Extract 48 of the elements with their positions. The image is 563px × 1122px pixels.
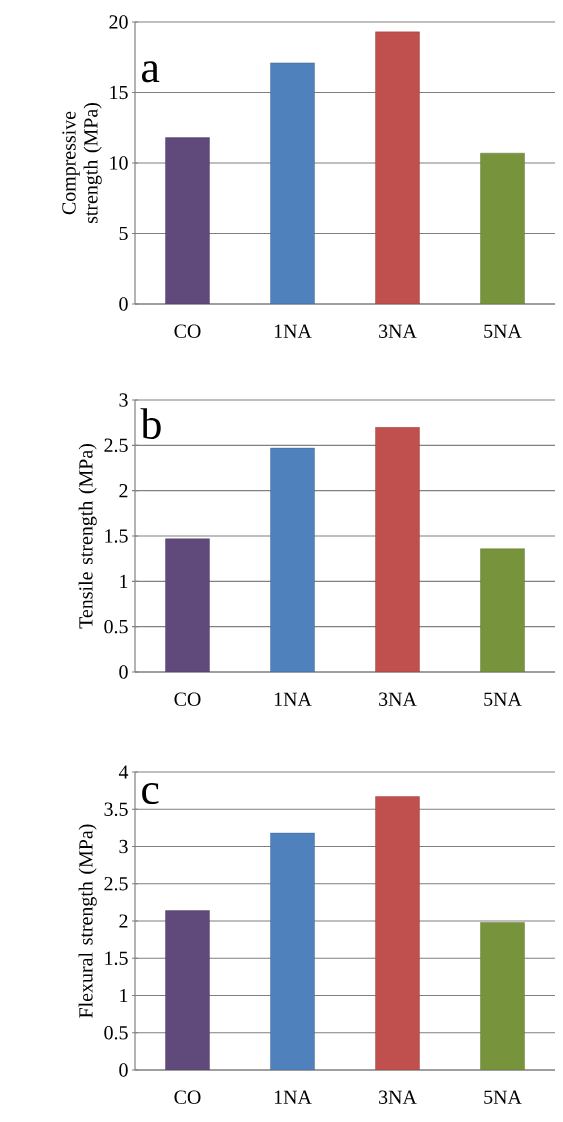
- x-tick-label: 5NA: [484, 324, 522, 338]
- y-tick-label: 4: [118, 765, 129, 779]
- y-tick-label: 1: [120, 574, 128, 588]
- y-tick-label: 5: [119, 226, 128, 241]
- x-tick-label: 3NA: [379, 692, 417, 706]
- bar: [375, 796, 420, 1071]
- y-tick-label: 3: [119, 839, 128, 854]
- annotation: b: [140, 408, 161, 439]
- annotation: a: [142, 61, 160, 83]
- bar: [165, 538, 210, 673]
- bar: [270, 62, 315, 304]
- y-tick-label: 1.5: [105, 529, 128, 543]
- annotation: c: [142, 783, 159, 805]
- y-tick-label: 2: [119, 484, 128, 498]
- y-tick-label: 20: [109, 15, 128, 29]
- y-tick-label: 3.5: [104, 802, 128, 816]
- y-tick-label: 2.5: [104, 877, 128, 891]
- y-tick-label: 0: [119, 1063, 128, 1077]
- y-tick-label: 0.5: [104, 1025, 128, 1040]
- x-tick-label: CO: [174, 1090, 201, 1104]
- bar: [375, 31, 420, 304]
- bar: [375, 427, 420, 673]
- y-tick-label: 0: [119, 665, 128, 679]
- bar: [165, 137, 210, 304]
- y-axis-title: Compressive strength (MPa): [62, 103, 102, 224]
- y-tick-label: 10: [110, 156, 128, 170]
- y-axis-title: Tensile strength (MPa): [78, 444, 97, 629]
- y-tick-label: 2: [119, 914, 128, 928]
- y-tick-label: 1: [120, 988, 128, 1003]
- x-tick-label: 3NA: [379, 1090, 417, 1104]
- y-tick-label: 3: [119, 393, 128, 407]
- x-tick-label: CO: [174, 324, 201, 338]
- y-tick-label: 15: [110, 85, 128, 100]
- y-tick-label: 1.5: [105, 951, 128, 965]
- x-tick-label: 5NA: [484, 1090, 522, 1104]
- bar: [165, 910, 210, 1071]
- bar: [480, 548, 525, 673]
- y-axis-title: Flexural strength (MPa): [78, 824, 97, 1018]
- y-tick-label: 2.5: [104, 438, 128, 453]
- x-tick-label: 5NA: [484, 692, 522, 706]
- x-tick-label: CO: [174, 692, 201, 706]
- bar: [480, 922, 525, 1071]
- x-tick-label: 1NA: [274, 324, 312, 338]
- y-tick-label: 0: [119, 297, 128, 311]
- y-tick-label: 0.5: [104, 619, 128, 634]
- x-tick-label: 1NA: [274, 1090, 312, 1104]
- x-tick-label: 1NA: [274, 692, 312, 706]
- x-tick-label: 3NA: [379, 324, 417, 338]
